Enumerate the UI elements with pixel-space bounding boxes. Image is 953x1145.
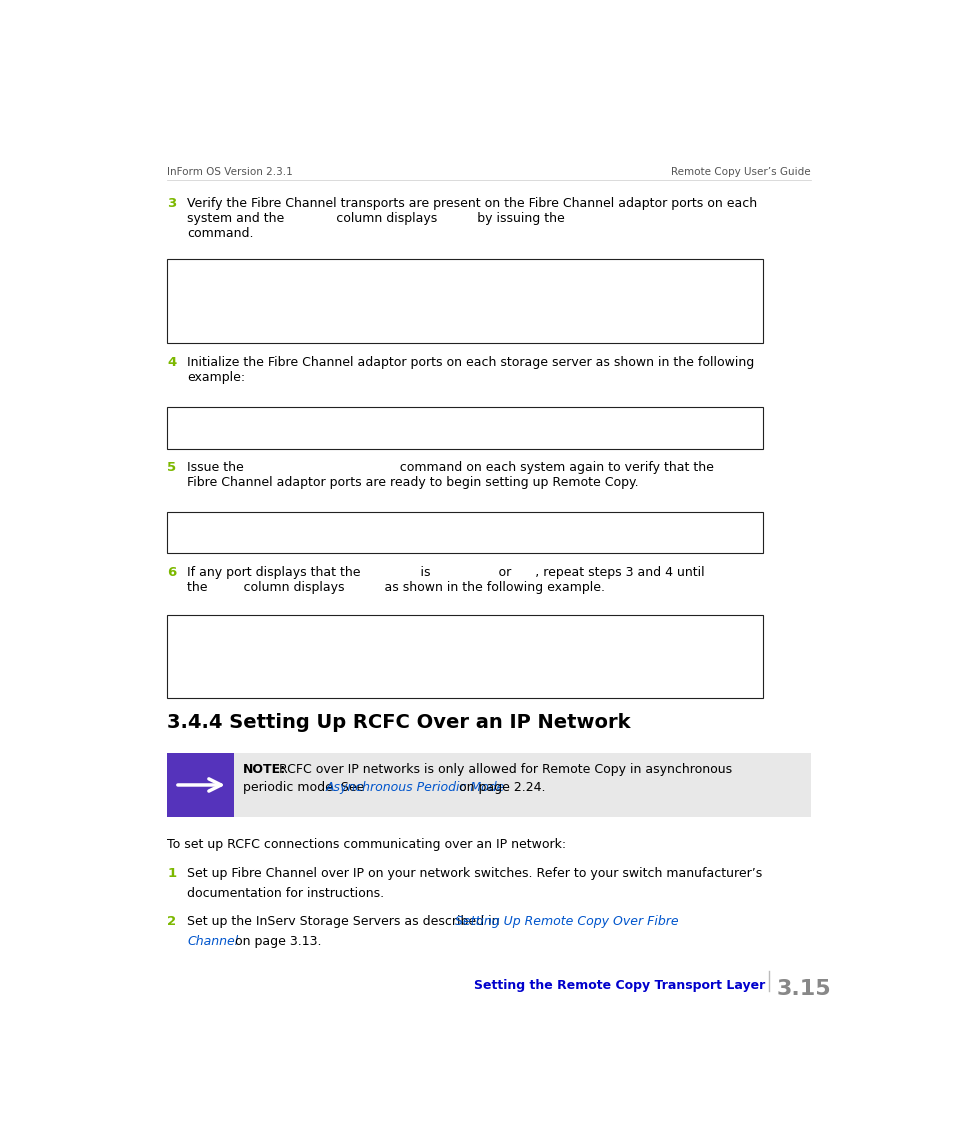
Text: 3.15: 3.15	[776, 979, 830, 998]
Text: command.: command.	[187, 228, 253, 240]
Text: 2: 2	[167, 915, 176, 929]
Text: Remote Copy User’s Guide: Remote Copy User’s Guide	[670, 167, 810, 176]
Text: Set up the InServ Storage Servers as described in: Set up the InServ Storage Servers as des…	[187, 915, 503, 929]
Text: periodic mode. See: periodic mode. See	[243, 781, 368, 793]
Text: 6: 6	[167, 566, 176, 578]
Text: 5: 5	[167, 460, 176, 474]
FancyBboxPatch shape	[167, 512, 761, 553]
Text: Verify the Fibre Channel transports are present on the Fibre Channel adaptor por: Verify the Fibre Channel transports are …	[187, 197, 757, 211]
Text: on page 2.24.: on page 2.24.	[455, 781, 545, 793]
Text: system and the             column displays          by issuing the: system and the column displays by issuin…	[187, 213, 564, 226]
FancyBboxPatch shape	[167, 259, 761, 343]
Text: Issue the                                       command on each system again to : Issue the command on each system again t…	[187, 460, 714, 474]
Text: 1: 1	[167, 868, 176, 881]
Text: Initialize the Fibre Channel adaptor ports on each storage server as shown in th: Initialize the Fibre Channel adaptor por…	[187, 356, 754, 369]
Text: the         column displays          as shown in the following example.: the column displays as shown in the foll…	[187, 581, 605, 593]
FancyBboxPatch shape	[167, 615, 761, 698]
Text: Setting the Remote Copy Transport Layer: Setting the Remote Copy Transport Layer	[473, 979, 764, 992]
Text: 3.4.4 Setting Up RCFC Over an IP Network: 3.4.4 Setting Up RCFC Over an IP Network	[167, 713, 630, 733]
Text: NOTE:: NOTE:	[243, 763, 286, 775]
Text: Fibre Channel adaptor ports are ready to begin setting up Remote Copy.: Fibre Channel adaptor ports are ready to…	[187, 476, 639, 489]
Text: 4: 4	[167, 356, 176, 369]
FancyBboxPatch shape	[167, 753, 233, 816]
Text: If any port displays that the               is                 or      , repeat : If any port displays that the is or , re…	[187, 566, 704, 578]
Text: RCFC over IP networks is only allowed for Remote Copy in asynchronous: RCFC over IP networks is only allowed fo…	[274, 763, 731, 775]
FancyBboxPatch shape	[233, 753, 810, 816]
Text: on page 3.13.: on page 3.13.	[231, 934, 321, 948]
Text: Asynchronous Periodic Mode: Asynchronous Periodic Mode	[325, 781, 504, 793]
Text: To set up RCFC connections communicating over an IP network:: To set up RCFC connections communicating…	[167, 838, 566, 851]
Text: Setting Up Remote Copy Over Fibre: Setting Up Remote Copy Over Fibre	[455, 915, 678, 929]
Text: Channel: Channel	[187, 934, 238, 948]
Text: documentation for instructions.: documentation for instructions.	[187, 887, 384, 900]
FancyBboxPatch shape	[167, 406, 761, 449]
Text: InForm OS Version 2.3.1: InForm OS Version 2.3.1	[167, 167, 293, 176]
Text: example:: example:	[187, 371, 245, 384]
Text: 3: 3	[167, 197, 176, 211]
Text: Set up Fibre Channel over IP on your network switches. Refer to your switch manu: Set up Fibre Channel over IP on your net…	[187, 868, 761, 881]
